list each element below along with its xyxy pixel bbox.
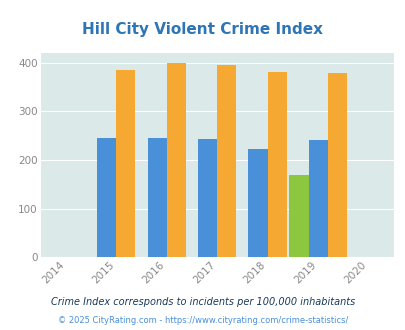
Bar (267, 72, 286, 257)
Bar (198, 139, 217, 257)
Bar (116, 70, 135, 257)
Bar (289, 175, 308, 257)
Bar (147, 138, 166, 257)
Bar (217, 65, 236, 257)
Bar (97, 138, 116, 257)
Bar (166, 63, 185, 257)
Bar (327, 73, 346, 257)
Text: Crime Index corresponds to incidents per 100,000 inhabitants: Crime Index corresponds to incidents per… (51, 297, 354, 307)
Bar (308, 141, 327, 257)
Text: Hill City Violent Crime Index: Hill City Violent Crime Index (82, 22, 323, 37)
Bar (248, 149, 267, 257)
Text: © 2025 CityRating.com - https://www.cityrating.com/crime-statistics/: © 2025 CityRating.com - https://www.city… (58, 316, 347, 325)
